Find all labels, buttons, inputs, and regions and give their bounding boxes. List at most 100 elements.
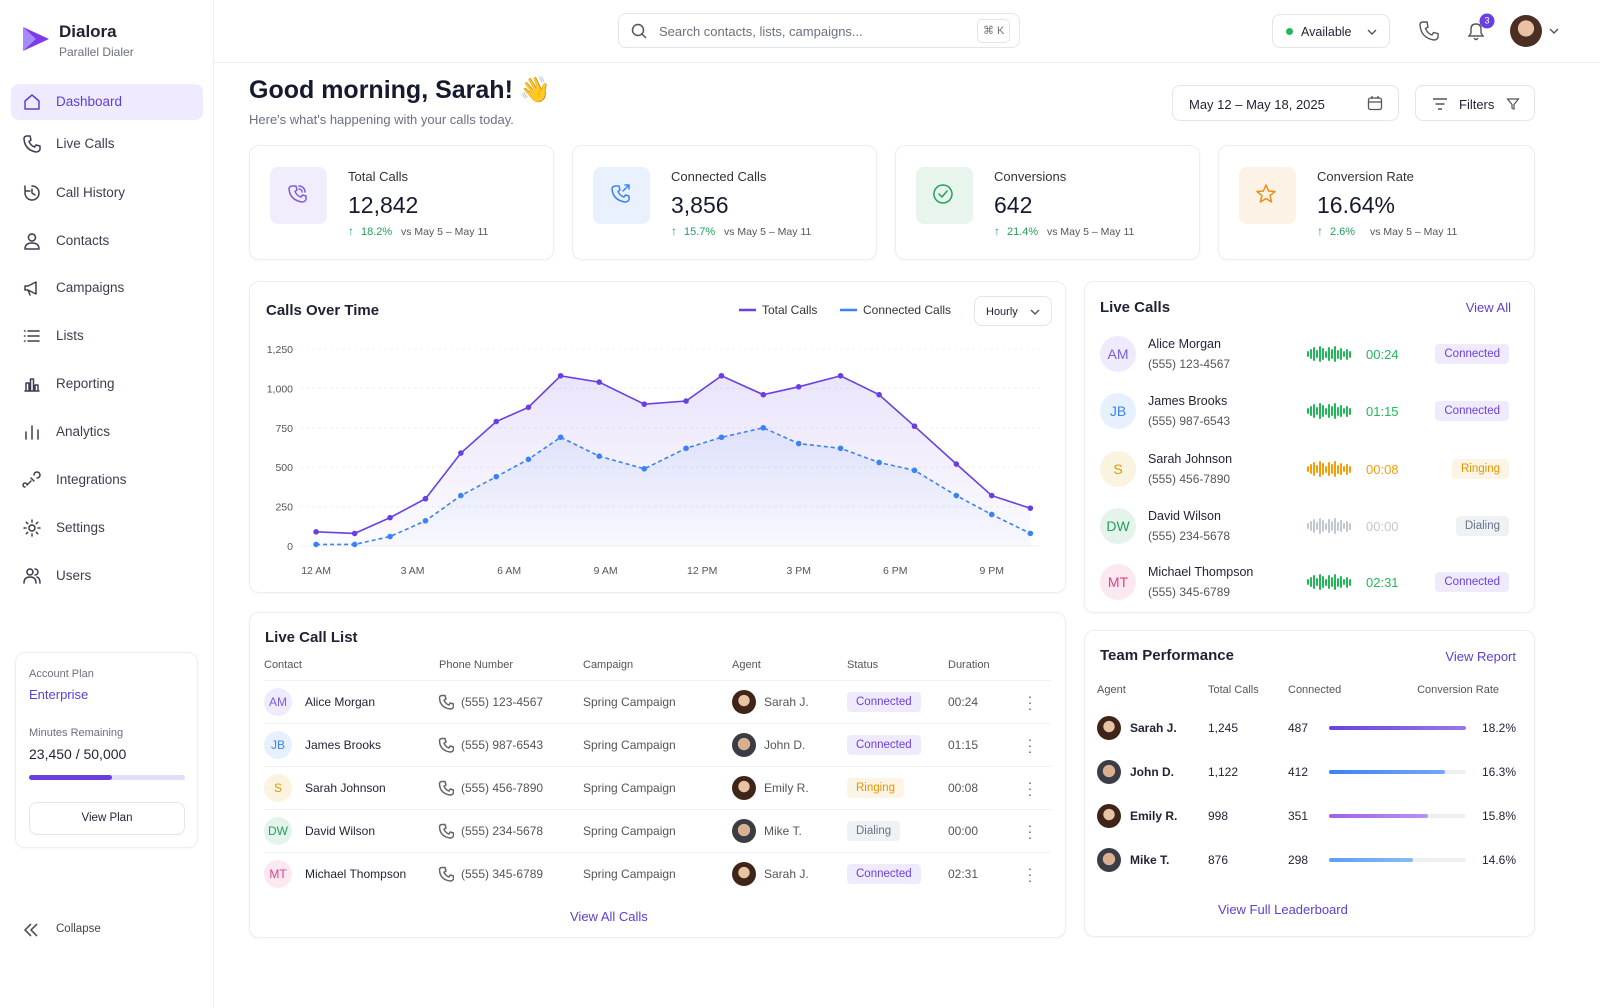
date-range: May 12 – May 18, 2025 bbox=[1189, 97, 1325, 112]
search-box[interactable]: Search contacts, lists, campaigns... ⌘ K bbox=[618, 13, 1020, 48]
row-menu[interactable]: · · · bbox=[1027, 731, 1033, 759]
data-point bbox=[351, 530, 358, 537]
nav-item[interactable]: Live Calls bbox=[56, 136, 115, 151]
row-menu[interactable]: · · · bbox=[1027, 817, 1033, 845]
data-point bbox=[760, 425, 767, 431]
conversion-rate: 16.3% bbox=[1481, 765, 1516, 779]
stat-icon-path bbox=[288, 185, 307, 203]
nav-icon bbox=[24, 378, 40, 392]
stat-value: 16.64% bbox=[1317, 192, 1396, 218]
filters-button[interactable]: Filters bbox=[1415, 85, 1535, 121]
user-avatar[interactable] bbox=[1510, 15, 1542, 47]
wave-bar bbox=[1316, 522, 1318, 530]
agent-avatar bbox=[732, 690, 756, 714]
data-point bbox=[351, 541, 358, 548]
status-dropdown[interactable]: Available bbox=[1272, 14, 1390, 48]
contact-phone: (555) 987-6543 bbox=[1148, 414, 1231, 428]
campaign: Spring Campaign bbox=[583, 824, 676, 838]
nav-item[interactable]: Dashboard bbox=[56, 94, 123, 109]
nav-item[interactable]: Call History bbox=[56, 185, 126, 200]
duration: 01:15 bbox=[948, 738, 979, 752]
leaderboard-link[interactable]: View Full Leaderboard bbox=[1218, 902, 1348, 917]
view-all-link[interactable]: View All bbox=[1465, 300, 1511, 315]
nav-item[interactable]: Reporting bbox=[56, 376, 115, 391]
wave-bar bbox=[1328, 575, 1330, 589]
duration: 00:00 bbox=[948, 824, 979, 838]
nav-item[interactable]: Contacts bbox=[56, 233, 110, 248]
stat-label: Conversion Rate bbox=[1317, 169, 1414, 184]
x-tick-label: 9 AM bbox=[594, 565, 618, 577]
data-point bbox=[718, 434, 725, 441]
phone-button[interactable] bbox=[1418, 20, 1440, 42]
wave-bar bbox=[1325, 465, 1327, 473]
nav-icon bbox=[23, 568, 41, 584]
call-duration: 01:15 bbox=[1366, 404, 1399, 419]
column-header: Total Calls bbox=[1208, 684, 1259, 696]
interval-dropdown[interactable]: Hourly bbox=[974, 296, 1052, 326]
wave-bar bbox=[1319, 518, 1321, 534]
view-all-calls-link[interactable]: View All Calls bbox=[570, 909, 648, 924]
x-tick-label: 12 PM bbox=[687, 565, 717, 577]
phone-number: (555) 345-6789 bbox=[461, 867, 544, 881]
collapse-button[interactable]: Collapse bbox=[56, 923, 101, 935]
wave-bar bbox=[1316, 350, 1318, 358]
nav-item[interactable]: Integrations bbox=[56, 472, 127, 487]
filters-label: Filters bbox=[1459, 97, 1495, 112]
status-pill: Ringing bbox=[847, 778, 904, 798]
bell-button[interactable] bbox=[1465, 20, 1487, 42]
wave-bar bbox=[1307, 351, 1309, 357]
wave-bar bbox=[1334, 403, 1336, 419]
total-calls: 876 bbox=[1208, 853, 1229, 867]
data-point bbox=[988, 511, 995, 518]
wave-bar bbox=[1340, 463, 1342, 475]
nav-icon bbox=[24, 185, 40, 201]
interval-label: Hourly bbox=[986, 306, 1018, 318]
data-point bbox=[493, 473, 500, 480]
column-header: Contact bbox=[264, 659, 302, 671]
data-point bbox=[876, 459, 882, 466]
nav-icon-path bbox=[24, 233, 40, 250]
contact-avatar: JB bbox=[264, 731, 292, 759]
row-menu[interactable]: · · · bbox=[1027, 860, 1033, 888]
wave-bar bbox=[1340, 520, 1342, 532]
nav-icon bbox=[23, 519, 41, 537]
data-point bbox=[683, 445, 689, 452]
nav-item[interactable]: Lists bbox=[56, 328, 84, 343]
contact-name: Alice Morgan bbox=[305, 695, 376, 709]
view-plan-button[interactable]: View Plan bbox=[29, 802, 185, 835]
wave-bar bbox=[1310, 521, 1312, 531]
x-tick-label: 3 PM bbox=[786, 565, 811, 577]
row-menu[interactable]: · · · bbox=[1027, 688, 1033, 716]
nav-item[interactable]: Analytics bbox=[56, 424, 111, 439]
wave-bar bbox=[1349, 350, 1351, 358]
call-list-card: Live Call List View All Calls bbox=[249, 612, 1066, 938]
y-tick-label: 0 bbox=[287, 541, 293, 553]
nav-item[interactable]: Settings bbox=[56, 520, 105, 535]
phone-icon bbox=[438, 780, 454, 796]
agent-name: John D. bbox=[764, 738, 806, 752]
data-point bbox=[795, 440, 802, 447]
date-picker[interactable]: May 12 – May 18, 2025 bbox=[1172, 85, 1399, 121]
phone-number: (555) 123-4567 bbox=[461, 695, 544, 709]
data-point bbox=[458, 492, 464, 499]
column-header: Connected bbox=[1288, 684, 1342, 696]
row-menu[interactable]: · · · bbox=[1027, 774, 1033, 802]
column-header: Campaign bbox=[583, 659, 634, 671]
status-dot bbox=[1286, 28, 1293, 35]
status-pill: Connected bbox=[847, 692, 921, 712]
wave-bar bbox=[1310, 577, 1312, 587]
stat-change: 21.4% bbox=[1007, 226, 1039, 238]
stat-card: Connected Calls 3,856 ↑ 15.7% vs May 5 – May… bbox=[572, 145, 877, 260]
wave-bar bbox=[1313, 575, 1315, 589]
nav-item[interactable]: Users bbox=[56, 568, 92, 583]
wave-bar bbox=[1322, 576, 1324, 588]
stat-arrow: ↑ bbox=[348, 224, 354, 238]
wave-bar bbox=[1343, 408, 1345, 414]
view-report-link[interactable]: View Report bbox=[1445, 649, 1516, 664]
call-duration: 00:24 bbox=[1366, 347, 1399, 362]
stat-icon bbox=[933, 184, 953, 204]
data-point bbox=[458, 450, 464, 456]
nav-item[interactable]: Campaigns bbox=[56, 280, 125, 295]
data-point bbox=[876, 391, 882, 398]
